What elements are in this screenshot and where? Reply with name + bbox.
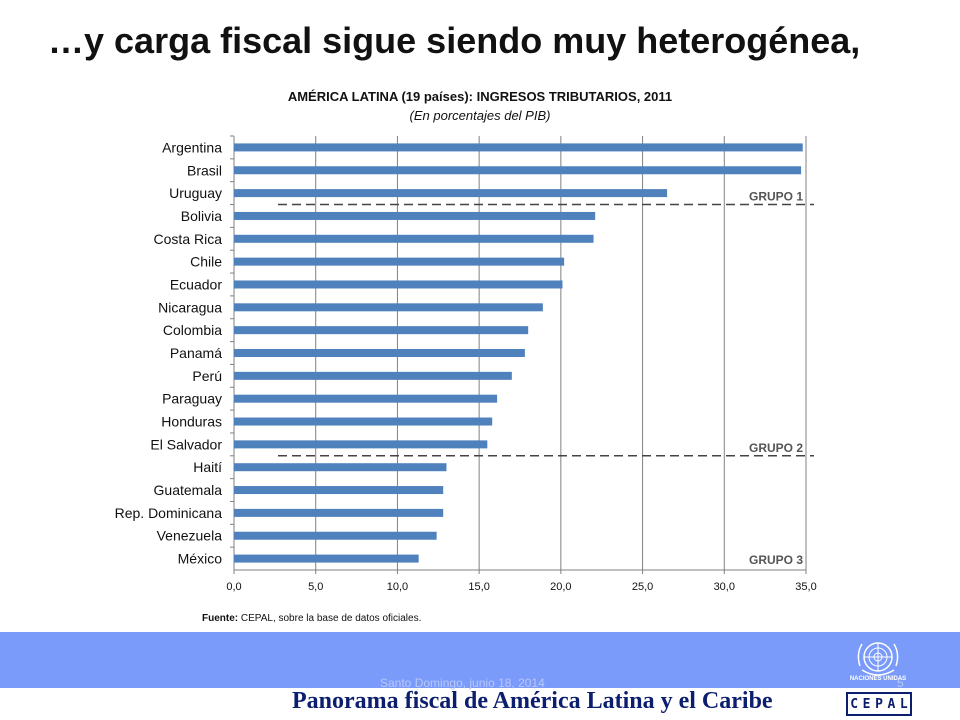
bar (234, 143, 803, 152)
bar (234, 234, 594, 243)
bar (234, 211, 596, 220)
bar-chart: 0,0 5,0 10,0 15,0 20,0 25,0 30,0 35,0 Argentina B… (115, 135, 817, 593)
chart-title: AMÉRICA LATINA (19 países): INGRESOS TRI… (287, 89, 673, 104)
category-label: Brasil (187, 162, 222, 178)
un-label: NACIONES UNIDAS (849, 676, 907, 682)
category-label: Bolivia (181, 208, 222, 224)
bar (234, 371, 512, 380)
category-label: Nicaragua (158, 299, 222, 315)
cepal-letter: L (899, 696, 908, 712)
category-label: Panamá (170, 345, 222, 361)
footer-title: Panorama fiscal de América Latina y el C… (292, 688, 773, 714)
category-label: Haití (193, 459, 222, 475)
category-label: Paraguay (162, 391, 222, 407)
source-label: Fuente: (202, 613, 239, 624)
bar (234, 189, 668, 198)
bar (234, 349, 525, 357)
bar (234, 486, 444, 495)
bar (234, 440, 488, 449)
bar (234, 257, 565, 266)
x-tick-label: 30,0 (714, 581, 735, 593)
footer-bar (0, 688, 960, 720)
x-tick-label: 5,0 (308, 581, 323, 593)
x-tick-label: 10,0 (387, 581, 408, 593)
bar (234, 280, 563, 289)
group-label: GRUPO 1 (749, 190, 803, 204)
un-emblem-icon (857, 642, 899, 676)
cepal-letter: E (862, 696, 871, 712)
bar (234, 417, 493, 426)
source-text: CEPAL, sobre la base de datos oficiales. (238, 613, 422, 624)
bar (234, 394, 498, 403)
cepal-letter: P (875, 696, 883, 712)
group-label: GRUPO 3 (749, 553, 803, 567)
category-label: Perú (192, 368, 222, 384)
footer-date: Santo Domingo, junio 18, 2014 (380, 676, 545, 690)
category-label: Uruguay (169, 185, 222, 201)
category-label: Rep. Dominicana (115, 505, 223, 521)
group-label: GRUPO 2 (749, 441, 803, 455)
x-tick-label: 35,0 (795, 581, 816, 593)
category-label: Argentina (162, 139, 222, 155)
bar (234, 166, 802, 175)
x-tick-label: 0,0 (226, 581, 241, 593)
bar (234, 463, 447, 472)
bar (234, 531, 437, 540)
footer-band (0, 632, 960, 690)
x-tick-label: 15,0 (468, 581, 489, 593)
bar (234, 326, 529, 335)
cepal-letter: C (850, 696, 859, 712)
category-label: Colombia (163, 322, 222, 338)
category-label: Costa Rica (154, 231, 223, 247)
category-label: El Salvador (150, 436, 222, 452)
category-label: Honduras (161, 414, 222, 430)
cepal-logo: C E P A L (846, 692, 912, 716)
category-label: Chile (190, 254, 222, 270)
category-label: Venezuela (157, 528, 223, 544)
x-tick-label: 20,0 (550, 581, 571, 593)
x-tick-label: 25,0 (632, 581, 653, 593)
bar (234, 508, 444, 517)
category-label: Guatemala (154, 482, 223, 498)
chart-source: Fuente: CEPAL, sobre la base de datos of… (202, 613, 421, 624)
footer-page-number: 5 (897, 676, 904, 690)
chart-subtitle: (En porcentajes del PIB) (409, 108, 551, 123)
bar (234, 554, 419, 563)
category-label: Ecuador (170, 276, 222, 292)
cepal-letter: A (887, 696, 896, 712)
category-label: México (178, 551, 223, 567)
bar (234, 303, 543, 312)
slide-title: …y carga fiscal sigue siendo muy heterog… (48, 20, 861, 61)
